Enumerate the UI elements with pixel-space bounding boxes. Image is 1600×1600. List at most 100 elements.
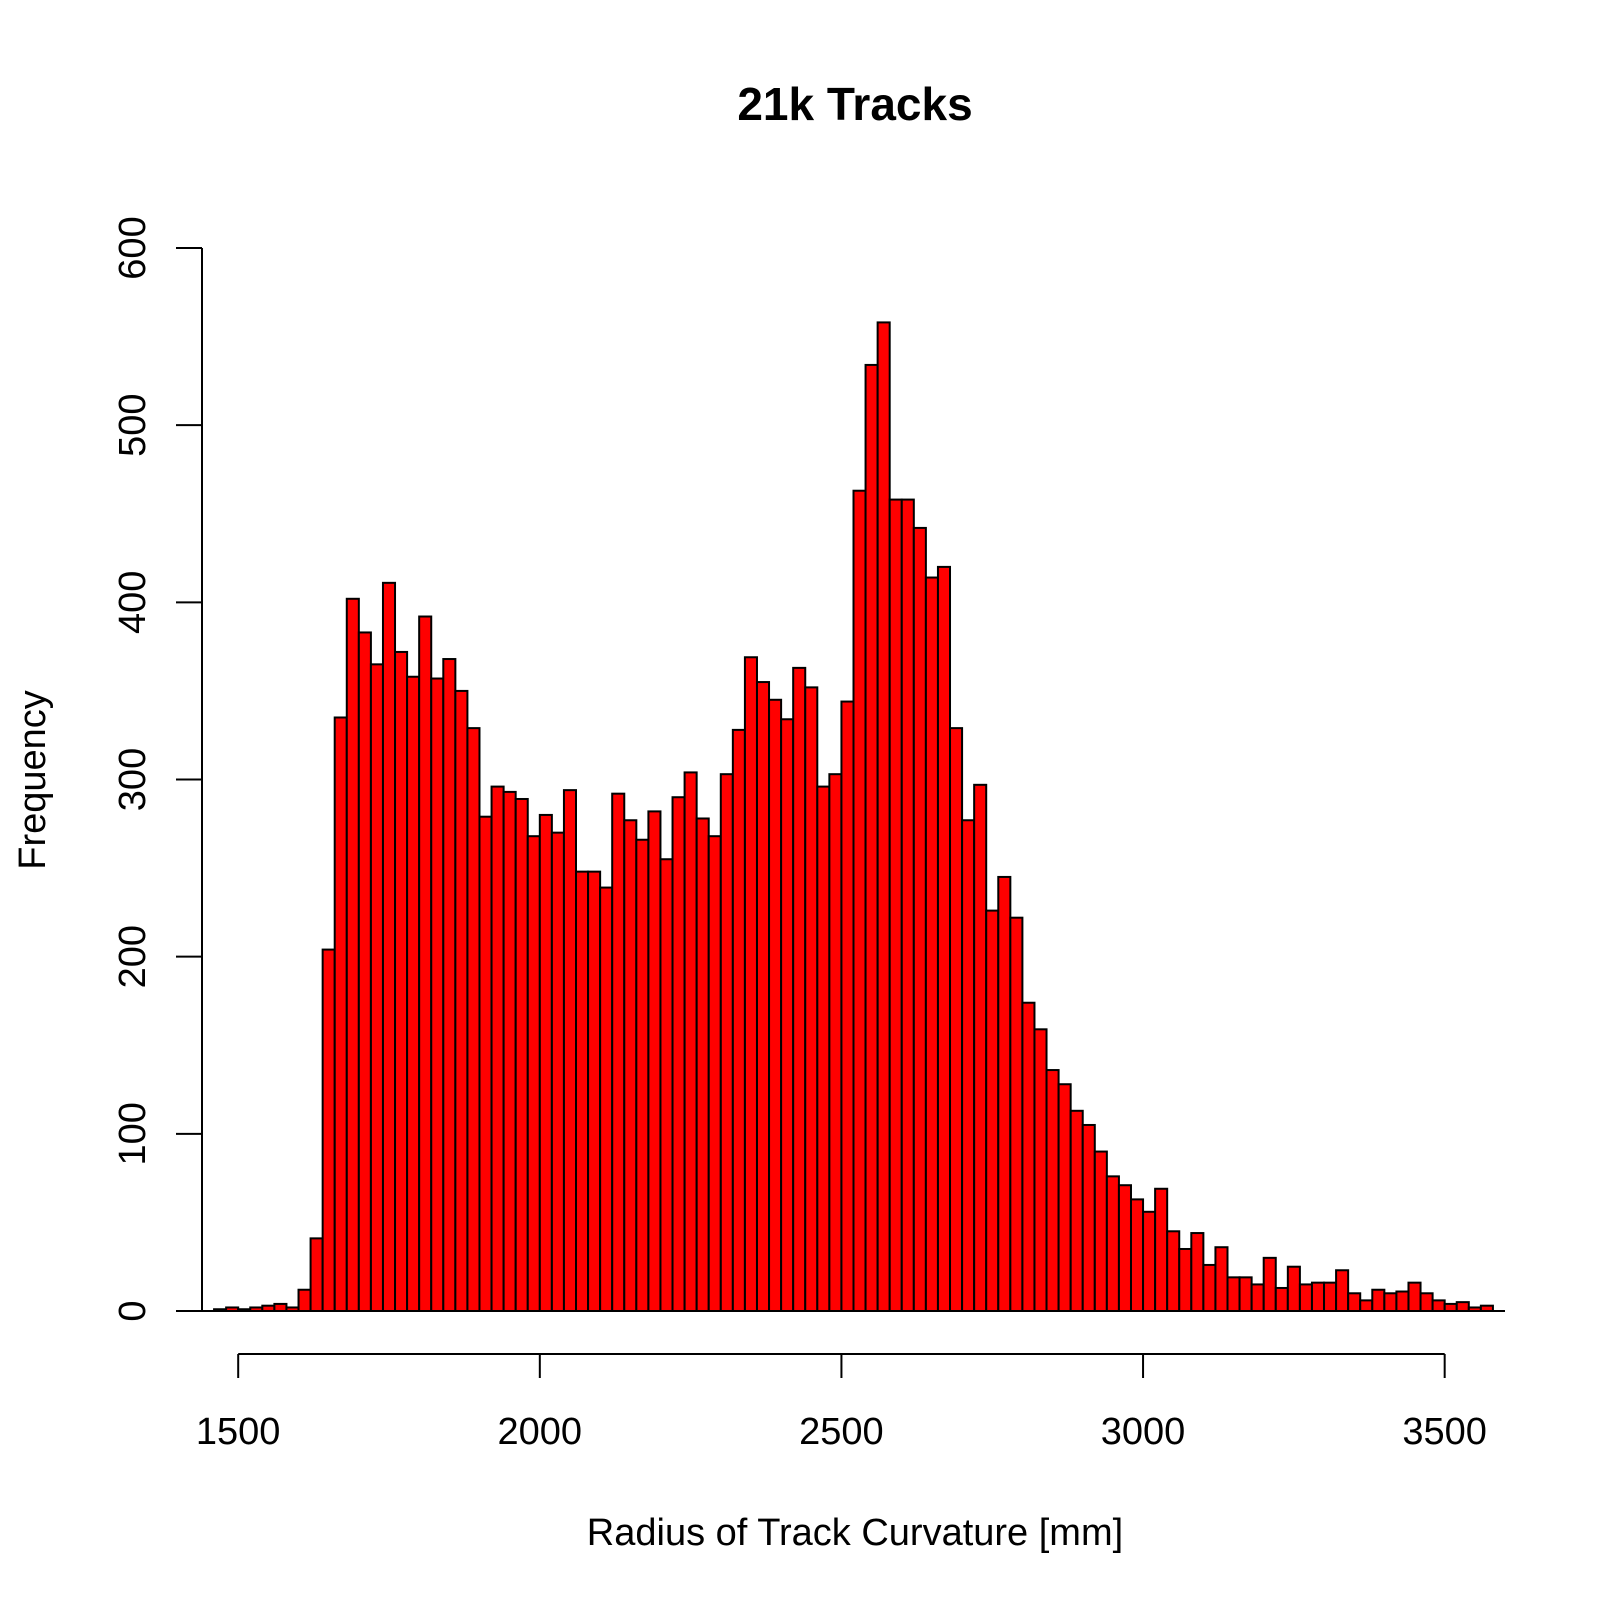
x-axis-label: Radius of Track Curvature [mm] xyxy=(587,1512,1123,1554)
histogram-bar xyxy=(442,658,457,1312)
x-tick-label: 2500 xyxy=(799,1411,884,1453)
y-tick-label: 100 xyxy=(112,1102,154,1165)
histogram-bar xyxy=(1057,1083,1072,1312)
y-tick-label: 500 xyxy=(112,393,154,456)
histogram-bar xyxy=(611,792,626,1312)
histogram-bar xyxy=(1081,1123,1096,1312)
x-tick-label: 3000 xyxy=(1101,1411,1186,1453)
histogram-bar xyxy=(1021,1001,1036,1312)
histogram-bar xyxy=(659,858,674,1312)
histogram-bar xyxy=(731,728,746,1312)
histogram-bar xyxy=(1178,1247,1193,1312)
histogram-bar xyxy=(707,835,722,1312)
histogram-bar xyxy=(900,498,915,1312)
histogram-bar xyxy=(1129,1198,1145,1313)
histogram-bar xyxy=(623,819,638,1312)
histogram-bar xyxy=(719,773,734,1312)
histogram-bar xyxy=(1431,1299,1446,1312)
histogram-bar xyxy=(430,677,445,1312)
histogram-bar xyxy=(309,1237,324,1312)
histogram-bar xyxy=(671,796,686,1312)
histogram-bar xyxy=(1335,1269,1350,1312)
y-axis: 0 100 200 300 400 500 600 xyxy=(112,216,1505,1322)
x-tick-label: 3500 xyxy=(1402,1411,1487,1453)
histogram-bar xyxy=(985,909,1000,1312)
histogram-bar xyxy=(1202,1263,1217,1312)
histogram-bar xyxy=(1310,1281,1326,1313)
histogram-bar xyxy=(1455,1301,1470,1313)
histogram-bar xyxy=(321,948,336,1313)
histogram-bar xyxy=(1419,1292,1434,1313)
histogram-bar xyxy=(357,631,372,1312)
y-tick-label: 400 xyxy=(112,571,154,634)
histogram-bar xyxy=(949,727,964,1312)
histogram-bar xyxy=(1383,1292,1398,1313)
histogram-bar xyxy=(345,597,360,1312)
histogram-bar xyxy=(635,838,650,1312)
histogram-bar xyxy=(755,681,771,1312)
histogram-bar xyxy=(1009,916,1024,1312)
histogram-bar xyxy=(502,790,517,1312)
histogram-bar xyxy=(550,831,565,1313)
histogram-bar xyxy=(780,718,795,1312)
histogram-bar xyxy=(1286,1265,1301,1312)
histogram-bar xyxy=(1033,1028,1048,1313)
histogram-bar xyxy=(1117,1184,1132,1312)
histogram-bar xyxy=(1359,1299,1374,1312)
histogram-bar xyxy=(1395,1290,1410,1313)
histogram-bar xyxy=(478,815,493,1312)
histogram-bar xyxy=(333,716,348,1312)
histogram-bar xyxy=(599,886,614,1312)
histogram-bar xyxy=(1045,1069,1060,1313)
histogram-bar xyxy=(1262,1256,1277,1312)
histogram-bar xyxy=(526,835,541,1312)
histogram-bar xyxy=(1238,1276,1253,1312)
chart-title: 21k Tracks xyxy=(737,78,972,130)
histogram-bar xyxy=(1154,1187,1169,1313)
histogram-bar xyxy=(804,686,819,1312)
histogram-bar xyxy=(466,727,481,1312)
histogram-bar xyxy=(876,321,891,1313)
histogram-bar xyxy=(273,1302,288,1313)
y-tick-label: 600 xyxy=(112,216,154,279)
histogram-bar xyxy=(912,526,927,1312)
histogram-bar xyxy=(816,785,831,1312)
histogram-bar xyxy=(997,875,1012,1312)
histogram-bar xyxy=(961,819,976,1312)
histogram-bar xyxy=(852,489,867,1313)
histogram-bar xyxy=(575,870,590,1312)
histogram-bar xyxy=(647,810,662,1312)
y-axis-label: Frequency xyxy=(12,690,54,870)
histogram-bar xyxy=(683,771,698,1312)
histogram-bar xyxy=(1093,1150,1108,1313)
histogram-bar xyxy=(828,773,843,1312)
histogram-bar xyxy=(1371,1288,1386,1312)
histogram-bar xyxy=(1226,1276,1241,1312)
x-tick-label: 2000 xyxy=(498,1411,583,1453)
histogram-bar xyxy=(936,565,952,1312)
histogram-bar xyxy=(1166,1230,1181,1313)
histogram-bar xyxy=(768,698,783,1312)
histogram-bar xyxy=(562,789,578,1312)
histogram-bar xyxy=(1443,1302,1458,1313)
histogram-bar xyxy=(587,870,602,1312)
histogram-bar xyxy=(1407,1281,1422,1313)
histogram-bar xyxy=(1069,1109,1084,1313)
histogram-bar xyxy=(538,813,553,1312)
histogram-bar xyxy=(406,675,421,1312)
histogram-bar xyxy=(695,817,710,1312)
histogram-bar xyxy=(1190,1232,1205,1313)
histogram-bar xyxy=(924,576,939,1312)
histogram-bar xyxy=(840,700,855,1312)
x-axis: 1500 2000 2500 3000 3500 xyxy=(196,1353,1487,1453)
histogram-bar xyxy=(1214,1246,1229,1312)
x-tick-label: 1500 xyxy=(196,1411,281,1453)
histogram-bar xyxy=(1105,1175,1120,1312)
histogram-bar xyxy=(1347,1292,1362,1313)
histogram-bar xyxy=(381,581,397,1312)
histogram-bar xyxy=(973,783,988,1312)
histogram-bar xyxy=(1142,1210,1157,1313)
y-tick-label: 200 xyxy=(112,925,154,988)
histogram-bar xyxy=(743,656,758,1312)
